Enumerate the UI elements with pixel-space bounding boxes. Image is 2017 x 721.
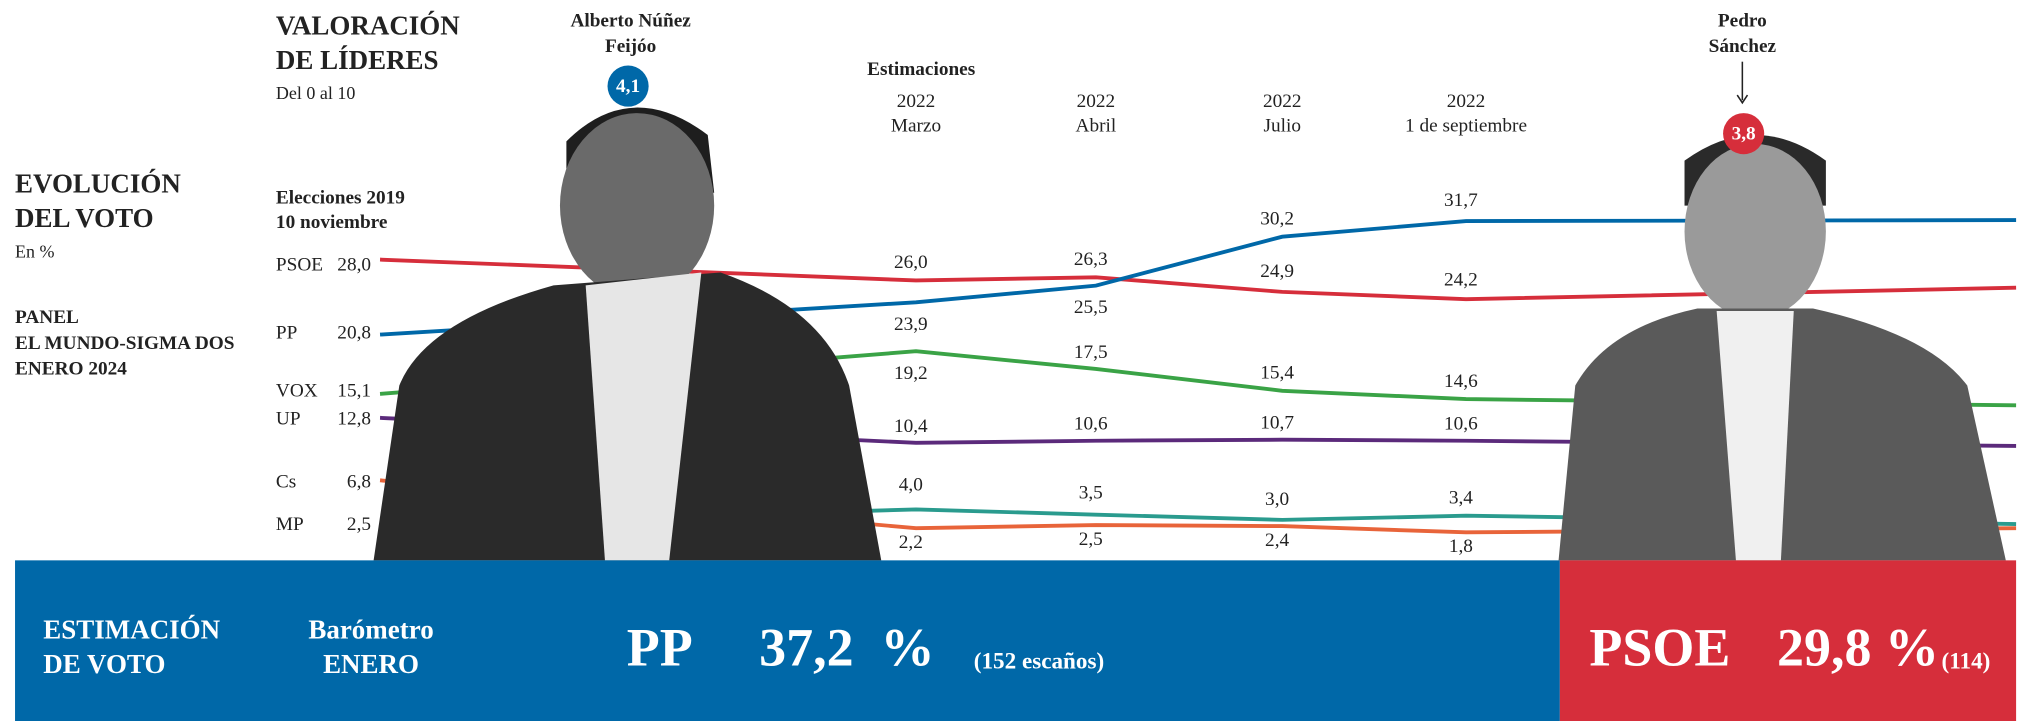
legend-label: Cs bbox=[276, 472, 296, 493]
value-label: 2,5 bbox=[347, 514, 371, 535]
x-category-label: 2022 bbox=[1447, 91, 1486, 112]
chart-title: DEL VOTO bbox=[15, 203, 154, 233]
value-label: 26,0 bbox=[894, 252, 928, 273]
leaders-title: DE LÍDERES bbox=[276, 45, 439, 75]
value-label: 10,6 bbox=[1444, 414, 1478, 435]
leader-name: Feijóo bbox=[605, 36, 656, 57]
leader-name: Sánchez bbox=[1709, 36, 1777, 57]
source: ENERO 2024 bbox=[15, 359, 127, 380]
value-label: 17,5 bbox=[1074, 342, 1108, 363]
x-category-label: 1 de septiembre bbox=[1405, 116, 1527, 137]
party-seats: (114) bbox=[1942, 648, 1991, 674]
value-label: 31,7 bbox=[1444, 190, 1478, 211]
value-label: 12,8 bbox=[337, 409, 371, 430]
value-label: 19,2 bbox=[894, 363, 928, 384]
party-name: PP bbox=[627, 617, 693, 677]
legend-label: PP bbox=[276, 323, 297, 344]
value-label: 14,6 bbox=[1444, 371, 1478, 392]
infographic: VALORACIÓN DE LÍDERES Del 0 al 10 EVOLUC… bbox=[0, 0, 2017, 721]
source: PANEL bbox=[15, 307, 79, 328]
value-label: 3,0 bbox=[1265, 489, 1289, 510]
legend-label: PSOE bbox=[276, 254, 323, 275]
photo-head bbox=[560, 113, 714, 298]
value-label: 10,7 bbox=[1260, 413, 1294, 434]
x-category-label: Elecciones 2019 bbox=[276, 188, 405, 209]
party-percent: 29,8 % bbox=[1777, 617, 1939, 677]
chart-subtitle: En % bbox=[15, 241, 54, 261]
photos bbox=[374, 108, 2006, 561]
party-percent: 37,2 % bbox=[759, 617, 934, 677]
x-category-label: 10 noviembre bbox=[276, 212, 388, 233]
value-label: 4,0 bbox=[899, 475, 923, 496]
value-label: 28,0 bbox=[337, 254, 371, 275]
party-seats: (152 escaños) bbox=[974, 648, 1104, 674]
leaders-title: VALORACIÓN bbox=[276, 10, 460, 40]
value-label: 6,8 bbox=[347, 472, 371, 493]
x-category-label: Abril bbox=[1076, 116, 1117, 137]
rating-label: 3,8 bbox=[1732, 123, 1756, 144]
source: EL MUNDO-SIGMA DOS bbox=[15, 333, 234, 354]
estimate-title: ESTIMACIÓN bbox=[43, 615, 220, 645]
value-label: 2,5 bbox=[1079, 529, 1103, 550]
rating-label: 4,1 bbox=[616, 76, 640, 97]
estimate-source: Barómetro bbox=[308, 615, 433, 645]
value-label: 25,5 bbox=[1074, 297, 1108, 318]
value-label: 10,6 bbox=[1074, 414, 1108, 435]
value-label: 15,1 bbox=[337, 380, 371, 401]
value-label: 24,9 bbox=[1260, 261, 1294, 282]
group-label: Estimaciones bbox=[867, 59, 976, 80]
value-label: 2,2 bbox=[899, 532, 923, 553]
value-label: 20,8 bbox=[337, 323, 371, 344]
value-label: 3,4 bbox=[1449, 487, 1473, 508]
estimate-title: DE VOTO bbox=[43, 649, 165, 679]
party-name: PSOE bbox=[1589, 617, 1730, 677]
legend-label: UP bbox=[276, 409, 301, 430]
x-category-label: 2022 bbox=[897, 91, 936, 112]
value-label: 15,4 bbox=[1260, 362, 1294, 383]
leaders-subtitle: Del 0 al 10 bbox=[276, 83, 355, 103]
leader-name: Pedro bbox=[1718, 10, 1767, 31]
x-category-label: 2022 bbox=[1077, 91, 1116, 112]
leader-name: Alberto Núñez bbox=[570, 10, 691, 31]
photo-head bbox=[1685, 144, 1826, 319]
value-label: 10,4 bbox=[894, 416, 928, 437]
value-label: 24,2 bbox=[1444, 270, 1478, 291]
estimate-source: ENERO bbox=[323, 649, 419, 679]
value-label: 30,2 bbox=[1260, 208, 1294, 229]
x-category-label: Julio bbox=[1264, 116, 1301, 137]
x-category-label: 2022 bbox=[1263, 91, 1302, 112]
value-label: 1,8 bbox=[1449, 536, 1473, 557]
legend-label: MP bbox=[276, 514, 304, 535]
x-category-label: Marzo bbox=[891, 116, 941, 137]
value-label: 23,9 bbox=[894, 314, 928, 335]
chart-title: EVOLUCIÓN bbox=[15, 169, 181, 199]
value-label: 3,5 bbox=[1079, 483, 1103, 504]
value-label: 26,3 bbox=[1074, 249, 1108, 270]
value-label: 2,4 bbox=[1265, 530, 1289, 551]
legend-label: VOX bbox=[276, 380, 318, 401]
